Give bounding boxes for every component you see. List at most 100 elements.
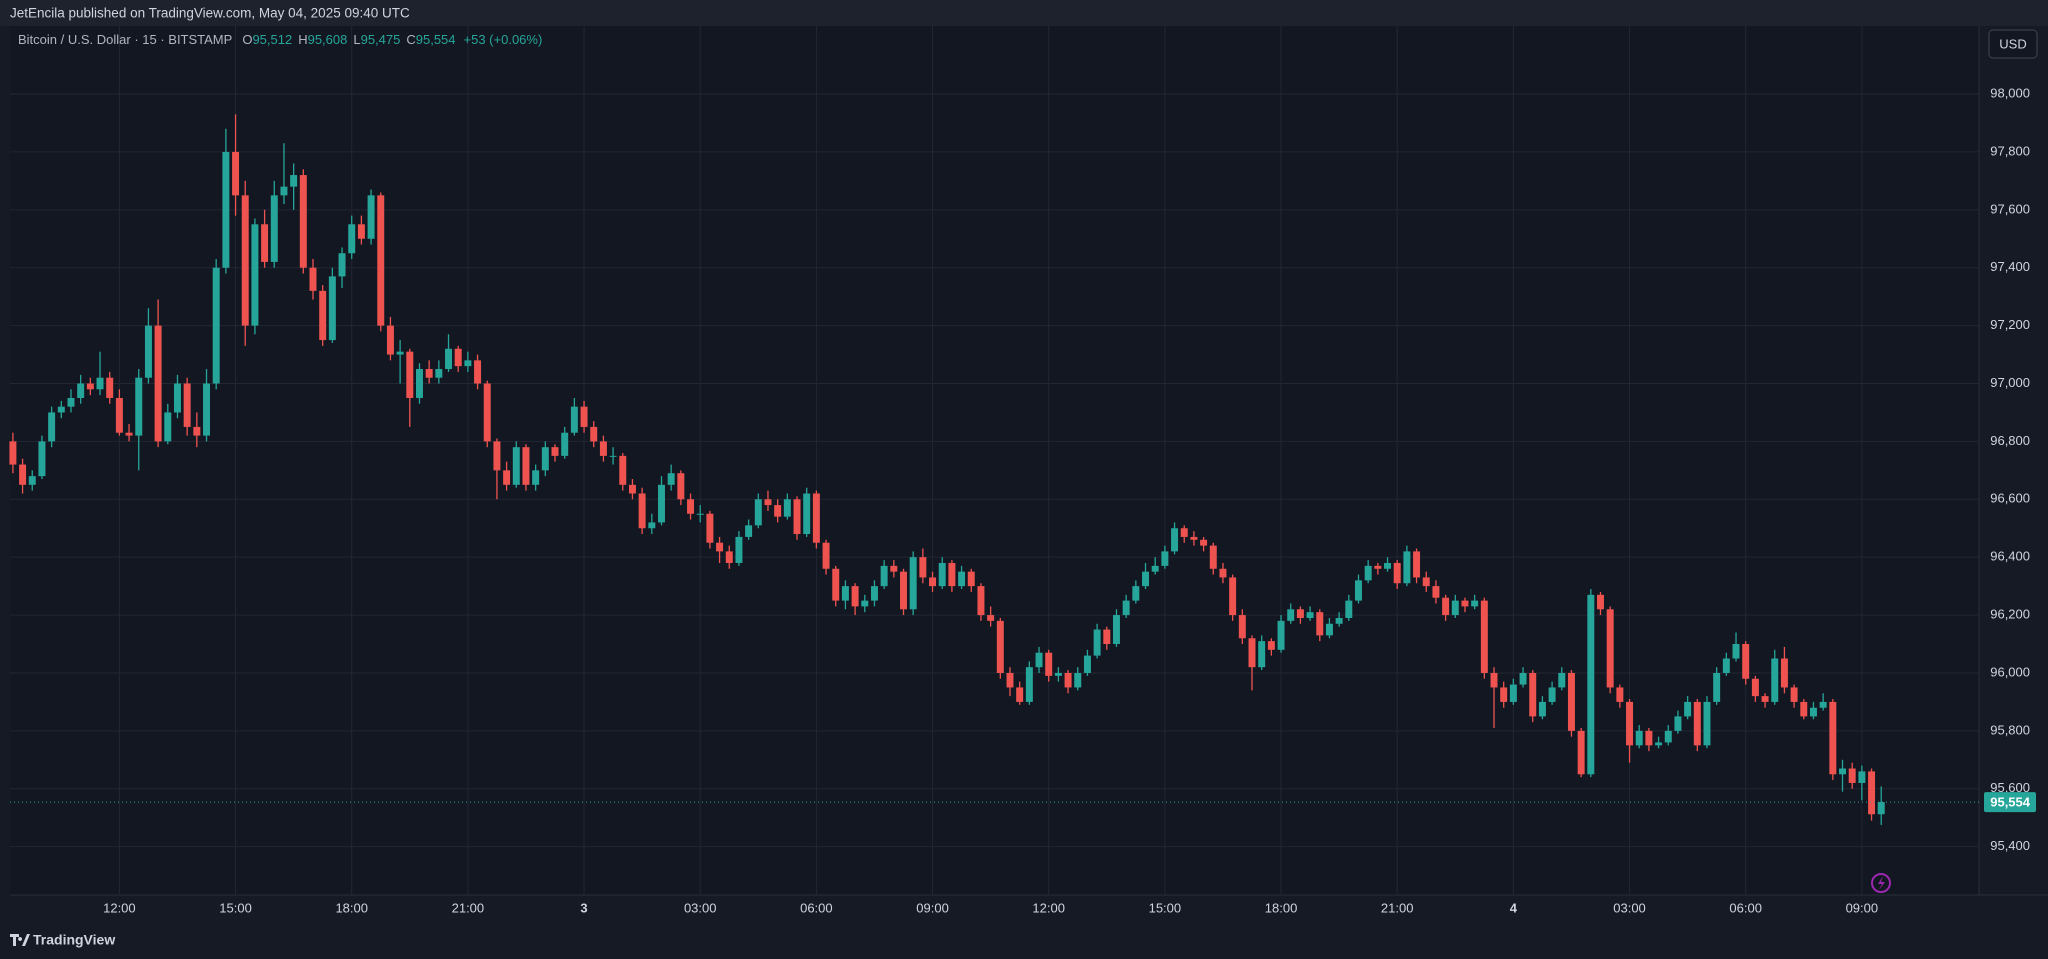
candle-body [725, 551, 733, 563]
candle-body [1287, 609, 1295, 621]
candle-body [677, 473, 685, 500]
spark-icon[interactable] [1871, 873, 1891, 893]
candle-body [861, 600, 869, 607]
candle-body [532, 470, 540, 485]
change-value: +53 (+0.06%) [464, 32, 543, 47]
candle-body [1877, 802, 1885, 815]
candle-body [67, 397, 75, 407]
candle-body [251, 224, 259, 326]
candle-body [1616, 687, 1624, 702]
candle-body [1258, 641, 1266, 668]
candle-body [1655, 742, 1663, 746]
y-tick-label: 96,400 [1990, 549, 2030, 564]
candle-body [1122, 600, 1130, 616]
candle-body [48, 412, 56, 442]
candle-body [1606, 609, 1614, 688]
candle-body [125, 432, 133, 436]
candle-body [19, 464, 27, 485]
candle-body [1006, 672, 1014, 688]
candle-body [1442, 597, 1450, 616]
candle-body [832, 568, 840, 601]
x-tick-label: 09:00 [916, 900, 949, 915]
candle-body [241, 195, 249, 326]
x-tick-label: 21:00 [1381, 900, 1414, 915]
candle-body [1500, 687, 1508, 702]
candle-body [1713, 672, 1721, 702]
y-tick-label: 96,800 [1990, 433, 2030, 448]
candle-body [793, 499, 801, 535]
candle-body [1200, 539, 1208, 546]
candle-body [658, 484, 665, 523]
candle-body [706, 513, 714, 543]
candle-body [1296, 609, 1304, 618]
y-tick-label: 97,600 [1990, 201, 2030, 216]
candle-body [1161, 551, 1169, 566]
candle-body [754, 499, 762, 526]
candle-body [745, 525, 753, 537]
symbol-title: Bitcoin / U.S. Dollar · 15 · BITSTAMP [18, 32, 232, 47]
publisher-line: JetEncila published on TradingView.com, … [10, 6, 410, 21]
candle-body [1093, 629, 1101, 656]
publisher-bar [0, 0, 2048, 26]
candle-body [948, 562, 956, 587]
candle-body [1703, 701, 1711, 746]
candle-body [1074, 672, 1082, 688]
candle-body [1045, 652, 1053, 676]
candle-body [77, 383, 85, 398]
ohlc-value: 95,554 [416, 32, 456, 47]
candle-body [474, 360, 482, 384]
candle-body [1451, 600, 1459, 616]
candle-body [203, 383, 210, 436]
candle-body [503, 470, 511, 485]
candle-body [1354, 580, 1362, 601]
y-tick-label: 98,000 [1990, 85, 2030, 100]
candle-body [1732, 644, 1740, 659]
spark-bolt[interactable] [1878, 876, 1885, 890]
y-tick-label: 97,000 [1990, 375, 2030, 390]
candle-body [164, 412, 172, 442]
candle-body [958, 571, 966, 587]
candle-body [193, 426, 201, 436]
candle-body [483, 383, 491, 442]
currency-label[interactable]: USD [1999, 36, 2026, 51]
y-tick-label: 95,600 [1990, 780, 2030, 795]
x-tick-label: 18:00 [335, 900, 368, 915]
candle-body [1819, 701, 1827, 708]
candle-body [96, 377, 104, 390]
candle-body [1248, 638, 1256, 668]
candle-body [183, 383, 191, 427]
candle-body [967, 571, 975, 587]
candle-body [212, 267, 220, 384]
candle-body [919, 557, 927, 578]
y-tick-label: 95,800 [1990, 722, 2030, 737]
candle-body [1345, 600, 1353, 618]
x-tick-label: 06:00 [1729, 900, 1762, 915]
candle-body [687, 499, 695, 514]
y-tick-label: 97,400 [1990, 259, 2030, 274]
candle-body [609, 455, 617, 457]
candle-body [299, 175, 307, 268]
candle-body [1413, 551, 1421, 578]
candle-body [144, 325, 152, 378]
candle-body [1868, 771, 1876, 815]
candle-body [1567, 672, 1575, 731]
candle-body [638, 493, 646, 529]
candle-body [1809, 707, 1817, 717]
candle-body [880, 565, 888, 587]
y-tick-label: 96,600 [1990, 491, 2030, 506]
candle-body [1267, 641, 1275, 650]
candle-body [735, 536, 743, 563]
candle-body [900, 571, 907, 610]
candle-body [1480, 600, 1488, 673]
last-price-tag [1984, 792, 2036, 813]
ohlc-value: 95,475 [361, 32, 401, 47]
candle-body [1664, 730, 1672, 743]
spark-circle[interactable] [1871, 873, 1891, 893]
candle-body [367, 195, 375, 239]
candle-body [551, 447, 559, 456]
ohlc-key: C [406, 32, 415, 47]
candle-body [716, 542, 724, 552]
candle-body [561, 432, 569, 456]
currency-button[interactable] [1988, 29, 2038, 59]
x-tick-label: 3 [580, 900, 587, 915]
